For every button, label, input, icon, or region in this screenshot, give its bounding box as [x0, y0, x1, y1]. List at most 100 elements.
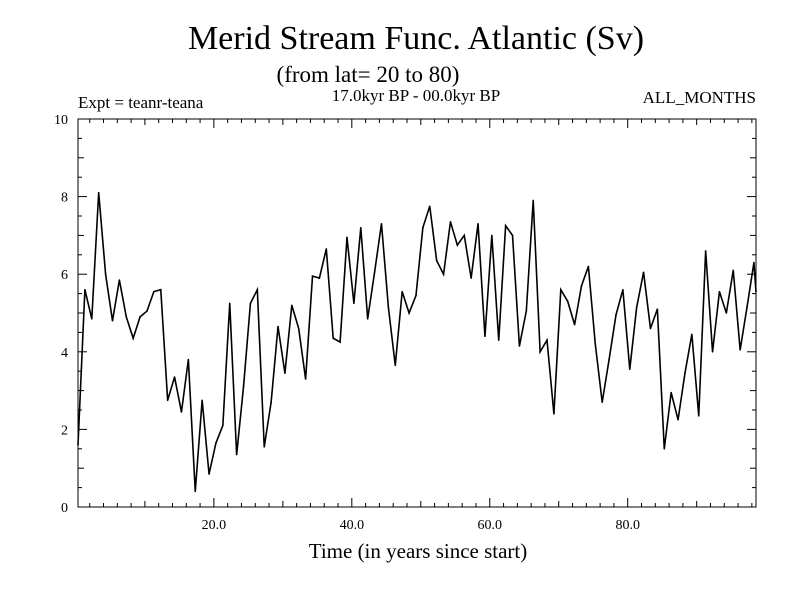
- data-point: [580, 285, 583, 287]
- data-point: [755, 290, 757, 293]
- x-tick-label: 60.0: [478, 518, 503, 533]
- data-point: [353, 302, 355, 305]
- data-point: [373, 271, 376, 274]
- data-point: [697, 415, 700, 417]
- data-point: [422, 226, 424, 229]
- data-point: [663, 448, 666, 450]
- data-point: [401, 290, 403, 293]
- data-point: [215, 442, 217, 444]
- plot-frame: [77, 118, 757, 508]
- data-point: [270, 401, 272, 404]
- data-point: [166, 399, 169, 402]
- data-point: [415, 294, 417, 297]
- data-point: [656, 308, 659, 310]
- data-point: [304, 378, 307, 380]
- data-point: [118, 279, 121, 281]
- data-point: [594, 343, 597, 345]
- data-point: [242, 385, 245, 388]
- data-point: [435, 259, 438, 262]
- data-point: [311, 275, 314, 277]
- data-point: [711, 351, 714, 353]
- x-axis-ticks: [89, 119, 753, 507]
- data-point: [104, 273, 107, 276]
- data-point: [77, 444, 79, 446]
- experiment-label: Expt = teanr-teana: [78, 93, 204, 112]
- y-tick-label: 6: [61, 268, 68, 283]
- data-point: [208, 473, 210, 475]
- data-point: [194, 490, 197, 493]
- data-point: [573, 323, 576, 326]
- x-tick-label: 40.0: [340, 518, 365, 533]
- x-tick-label: 80.0: [615, 518, 640, 533]
- data-point: [159, 288, 162, 291]
- data-point: [470, 277, 472, 279]
- data-point: [649, 327, 652, 330]
- data-point: [684, 372, 686, 374]
- data-point: [477, 222, 479, 225]
- data-point: [449, 221, 452, 223]
- y-tick-label: 8: [61, 191, 68, 206]
- data-point: [491, 234, 493, 237]
- data-point: [235, 453, 238, 456]
- data-point: [587, 265, 590, 268]
- data-point: [263, 446, 266, 448]
- data-point: [670, 391, 672, 394]
- period-label: 17.0kyr BP - 00.0kyr BP: [332, 86, 500, 105]
- data-point: [297, 327, 300, 330]
- data-point: [228, 302, 231, 305]
- data-point: [153, 290, 155, 293]
- data-point: [615, 314, 617, 316]
- data-point: [628, 368, 631, 371]
- data-points: [77, 191, 757, 493]
- data-point: [456, 244, 459, 246]
- data-point: [691, 333, 693, 336]
- data-point: [739, 349, 741, 351]
- data-point: [497, 339, 500, 341]
- data-point: [84, 288, 86, 291]
- data-point: [539, 351, 541, 353]
- data-point: [566, 300, 569, 303]
- data-point: [677, 418, 679, 421]
- data-point: [90, 318, 93, 320]
- data-point: [560, 288, 562, 291]
- data-point: [346, 236, 348, 239]
- data-point: [97, 191, 100, 194]
- data-point: [325, 248, 328, 250]
- data-point: [428, 205, 431, 208]
- series-line: [77, 192, 757, 492]
- data-point: [146, 310, 148, 312]
- data-point: [359, 226, 362, 229]
- data-point: [553, 413, 555, 415]
- data-point: [635, 306, 638, 308]
- data-point: [511, 234, 514, 237]
- data-point: [249, 302, 252, 305]
- data-point: [291, 304, 293, 307]
- data-point: [284, 372, 286, 374]
- data-point: [718, 290, 721, 293]
- data-point: [187, 358, 190, 361]
- data-point: [525, 310, 528, 312]
- data-point: [173, 376, 176, 378]
- data-point: [704, 250, 707, 252]
- data-point: [463, 234, 466, 237]
- y-tick-label: 10: [54, 113, 68, 128]
- y-tick-label: 2: [61, 423, 68, 438]
- data-point: [746, 306, 748, 308]
- data-point: [201, 399, 203, 402]
- data-point: [256, 288, 259, 291]
- data-point: [394, 364, 397, 367]
- y-axis-tick-labels: 0 2 4 6 8 10: [54, 113, 68, 516]
- data-point: [125, 316, 128, 318]
- x-axis-label: Time (in years since start): [309, 539, 528, 563]
- data-point: [504, 224, 507, 227]
- data-point: [180, 411, 183, 413]
- y-tick-label: 0: [61, 501, 68, 516]
- data-point: [725, 312, 728, 314]
- data-point: [532, 199, 535, 202]
- data-point: [642, 271, 645, 274]
- data-point: [387, 306, 390, 308]
- data-point: [332, 337, 335, 340]
- data-point: [139, 316, 141, 318]
- x-tick-label: 20.0: [202, 518, 227, 533]
